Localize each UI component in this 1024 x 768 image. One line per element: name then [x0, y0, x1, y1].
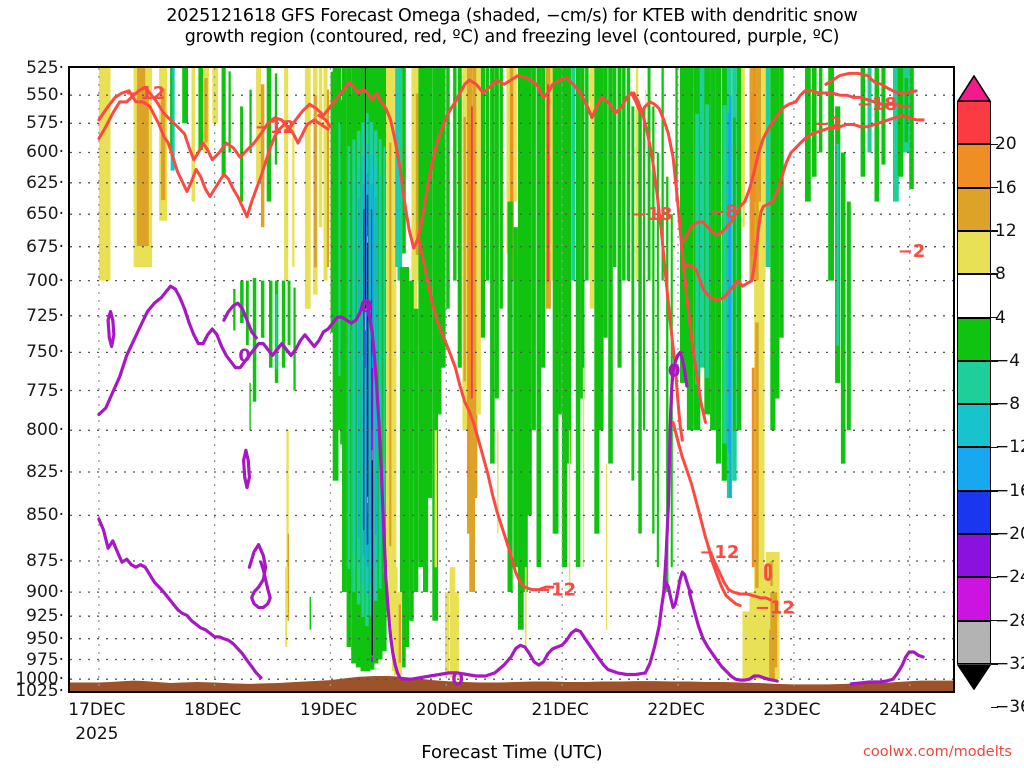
colorbar-tickmark [991, 489, 998, 492]
x-axis-tick-20DEC: 20DEC [415, 700, 473, 720]
colorbar-tick-12: 12 [995, 220, 1017, 241]
colorbar-tickmark [991, 143, 998, 146]
title-line-1: 2025121618 GFS Forecast Omega (shaded, −… [166, 6, 858, 26]
y-axis-tick-700: 700· [26, 270, 64, 291]
colorbar-band-4to8 [957, 230, 991, 275]
svg-text:0: 0 [360, 296, 373, 317]
colorbar-tick-20: 20 [995, 134, 1017, 155]
svg-text:−12: −12 [699, 542, 739, 563]
colorbar-band-12to16 [957, 144, 991, 188]
y-axis-tick-725: 725· [26, 305, 64, 326]
colorbar-band--20to-16 [957, 447, 991, 491]
svg-text:−2: −2 [814, 113, 842, 134]
colorbar-band-16to20 [957, 101, 991, 145]
y-axis-tick-650: 650· [26, 204, 64, 225]
y-axis-tick-675: 675· [26, 236, 64, 257]
x-axis-tick-18DEC: 18DEC [183, 700, 242, 720]
colorbar-tick--12: −12 [995, 437, 1024, 458]
y-axis-tick-775: 775· [26, 380, 64, 401]
colorbar-tickmark [991, 403, 998, 405]
colorbar-tickmark [991, 316, 998, 319]
svg-text:−12: −12 [755, 598, 795, 619]
svg-text:−18: −18 [632, 204, 672, 225]
colorbar-tick-8: 8 [995, 264, 1006, 285]
x-axis-title: Forecast Time (UTC) [421, 742, 603, 763]
x-axis-tick-23DEC: 23DEC [763, 700, 821, 720]
colorbar-tickmark [991, 186, 998, 189]
colorbar-tick-4: 4 [995, 307, 1006, 328]
y-axis-tick-800: 800· [26, 420, 64, 441]
y-axis-tick-550: 550· [26, 85, 64, 106]
x-axis-year: 2025 [75, 724, 119, 744]
credit-link[interactable]: coolwx.com/modelts [862, 744, 1012, 760]
x-axis-tick-24DEC: 24DEC [879, 700, 937, 720]
colorbar-band--16to-12 [957, 404, 991, 448]
svg-text:0: 0 [451, 669, 464, 690]
colorbar-band--28to-24 [957, 534, 991, 578]
y-axis-tick-850: 850· [26, 505, 64, 526]
y-axis-tick-900: 900· [26, 582, 64, 603]
y-axis-tick-975: 975· [26, 649, 64, 670]
y-axis-tick-950: 950· [26, 628, 64, 649]
svg-text:−2: −2 [898, 241, 926, 262]
colorbar-tick--36: −36 [995, 697, 1024, 718]
svg-text:0: 0 [668, 361, 681, 382]
colorbar-tick--8: −8 [995, 394, 1021, 415]
colorbar-tickmark [991, 576, 998, 579]
y-axis-tick-875: 875· [26, 550, 64, 571]
y-axis: 525· 550· 575· 600· 625· 650· 675· 700· 725· 750·… [0, 58, 64, 701]
y-axis-tick-825: 825· [26, 461, 64, 482]
y-axis-tick-1025: 1025· [15, 681, 64, 701]
colorbar-band--36to-32 [957, 620, 991, 664]
y-axis-tick-925: 925· [26, 606, 64, 627]
colorbar-tick--24: −24 [995, 567, 1024, 588]
colorbar-tick--32: −32 [995, 654, 1024, 674]
colorbar-tickmark [991, 360, 998, 362]
svg-text:−12: −12 [255, 117, 295, 138]
colorbar-band--4to4 [957, 274, 991, 318]
y-axis-tick-1000: 1000· [15, 669, 64, 690]
x-axis-tick-22DEC: 22DEC [647, 700, 705, 720]
x-axis-tick-17DEC: 17DEC [68, 700, 126, 720]
colorbar-tickmark [991, 446, 998, 449]
y-axis-tick-750: 750· [26, 342, 64, 363]
colorbar-tick--28: −28 [995, 610, 1024, 631]
colorbar-tickmark [991, 663, 998, 665]
page-title: 2025121618 GFS Forecast Omega (shaded, −… [0, 6, 1024, 49]
colorbar-tick--16: −16 [995, 480, 1024, 501]
svg-text:−18: −18 [857, 94, 897, 115]
y-axis-tick-600: 600· [26, 142, 64, 163]
svg-text:−8: −8 [710, 202, 738, 223]
x-axis: 17DEC 18DEC 19DEC 20DEC 21DEC 22DEC 23DEC 24DEC… [68, 700, 955, 760]
y-axis-tick-525: 525· [26, 58, 64, 78]
x-axis-tick-19DEC: 19DEC [299, 700, 358, 720]
y-axis-tick-625: 625· [26, 172, 64, 193]
colorbar-min-arrow [956, 664, 992, 691]
colorbar-max-arrow [956, 74, 992, 102]
colorbar-tickmark [991, 706, 998, 709]
svg-text:−12: −12 [536, 580, 576, 601]
plot-area[interactable]: −12 −12 −12 −18 −8 −2 −2 −18 −12 −12 0 0 0 0 [68, 66, 955, 693]
svg-text:0: 0 [238, 345, 251, 366]
colorbar-tickmark [991, 273, 998, 276]
x-axis-tick-21DEC: 21DEC [531, 700, 589, 720]
colorbar-tick-16: 16 [995, 177, 1017, 198]
colorbar-band--24to-20 [957, 490, 991, 535]
colorbar: 20 16 12 8 4 −4 −8 −12 −16 −20 −24 −28 −32 −36 [956, 74, 1024, 717]
colorbar-band--12to-8 [957, 360, 991, 405]
title-line-2: growth region (contoured, red, ºC) and f… [184, 27, 840, 48]
colorbar-tick--20: −20 [995, 524, 1024, 545]
colorbar-band--32to-28 [957, 577, 991, 621]
y-axis-tick-575: 575· [26, 113, 64, 134]
colorbar-tickmark [991, 533, 998, 535]
colorbar-tick--4: −4 [995, 350, 1021, 371]
colorbar-band--8to-4 [957, 317, 991, 361]
colorbar-band-8to12 [957, 187, 991, 231]
colorbar-tickmark [991, 619, 998, 622]
colorbar-tickmark [991, 230, 998, 232]
